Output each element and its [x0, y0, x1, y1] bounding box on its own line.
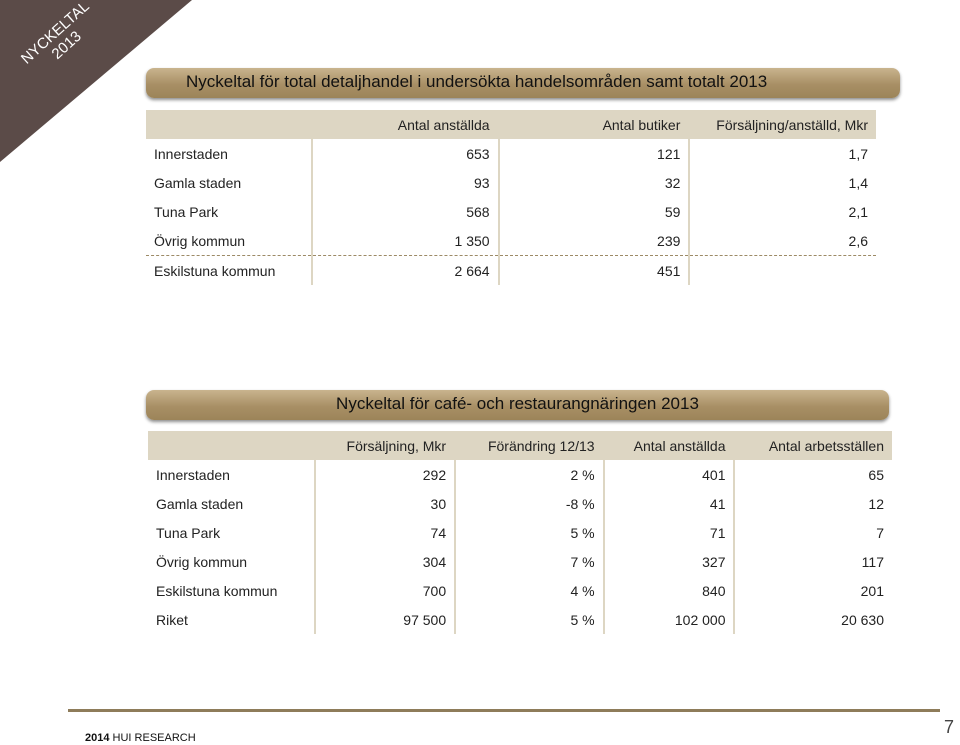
cell: 7 % — [454, 547, 604, 576]
cell: 568 — [311, 197, 499, 226]
cell: 74 — [313, 518, 456, 547]
table-header-row: Antal anställda Antal butiker Försäljnin… — [146, 110, 876, 139]
row-label: Tuna Park — [156, 524, 221, 541]
footer-divider — [68, 709, 940, 712]
footer-brand: 2014 HUI RESEARCH — [85, 732, 196, 744]
cell: 121 — [497, 139, 690, 168]
table2-title: Nyckeltal för café- och restaurangnäring… — [146, 390, 889, 420]
table-row: Riket 97 500 5 % 102 000 20 630 — [148, 605, 892, 634]
retail-table: Antal anställda Antal butiker Försäljnin… — [146, 110, 876, 285]
cell: 239 — [497, 226, 690, 256]
table-row: Gamla staden 93 32 1,4 — [146, 168, 876, 197]
table-row: Innerstaden 292 2 % 401 65 — [148, 460, 892, 489]
cell: 840 — [602, 576, 735, 605]
cell: 117 — [733, 547, 892, 576]
cell: 1 350 — [311, 226, 499, 256]
header-cell: Antal butiker — [497, 110, 690, 139]
table-row: Tuna Park 74 5 % 71 7 — [148, 518, 892, 547]
row-label: Eskilstuna kommun — [146, 255, 313, 285]
header-cell: Antal arbetsställen — [733, 431, 892, 460]
row-label: Övrig kommun — [156, 553, 248, 570]
cell: 2,1 — [688, 197, 876, 226]
cell: 2 664 — [311, 255, 499, 285]
cell: 327 — [602, 547, 735, 576]
cell: 41 — [602, 489, 735, 518]
cell: 71 — [602, 518, 735, 547]
cell — [688, 255, 876, 285]
cell: 102 000 — [602, 605, 735, 634]
table-header-row: Försäljning, Mkr Förändring 12/13 Antal … — [148, 431, 892, 460]
cell: 1,7 — [688, 139, 876, 168]
cell: 97 500 — [313, 605, 456, 634]
table-row: Övrig kommun 304 7 % 327 117 — [148, 547, 892, 576]
row-label: Gamla staden — [156, 495, 244, 512]
cell: 451 — [497, 255, 690, 285]
row-label: Eskilstuna kommun — [156, 582, 278, 599]
table-row: Tuna Park 568 59 2,1 — [146, 197, 876, 226]
header-cell — [148, 431, 315, 460]
row-label: Gamla staden — [154, 174, 242, 191]
cell: 401 — [602, 460, 735, 489]
cell: 5 % — [454, 518, 604, 547]
cell: 2,6 — [688, 226, 876, 256]
table-row: Innerstaden 653 121 1,7 — [146, 139, 876, 168]
row-label: Riket — [156, 611, 188, 628]
cell: 2 % — [454, 460, 604, 489]
cell: 20 630 — [733, 605, 892, 634]
cell: 59 — [497, 197, 690, 226]
cell: 292 — [313, 460, 456, 489]
cell: 65 — [733, 460, 892, 489]
cell: 30 — [313, 489, 456, 518]
footer-year: 2014 — [85, 732, 110, 744]
cell: -8 % — [454, 489, 604, 518]
restaurant-table: Försäljning, Mkr Förändring 12/13 Antal … — [148, 431, 892, 634]
cell: 304 — [313, 547, 456, 576]
table-row: Eskilstuna kommun 700 4 % 840 201 — [148, 576, 892, 605]
cell: 201 — [733, 576, 892, 605]
header-cell: Försäljning, Mkr — [313, 431, 456, 460]
header-cell: Antal anställda — [311, 110, 499, 139]
cell: 32 — [497, 168, 690, 197]
cell: 7 — [733, 518, 892, 547]
table-row: Gamla staden 30 -8 % 41 12 — [148, 489, 892, 518]
row-label: Innerstaden — [154, 145, 228, 162]
cell: 700 — [313, 576, 456, 605]
corner-triangle — [0, 0, 192, 162]
cell: 93 — [311, 168, 499, 197]
header-cell — [146, 110, 313, 139]
corner-ribbon: NYCKELTAL 2013 — [0, 0, 200, 170]
footer-org: HUI RESEARCH — [112, 732, 196, 744]
cell: 4 % — [454, 576, 604, 605]
row-label: Tuna Park — [154, 203, 219, 220]
header-cell: Förändring 12/13 — [454, 431, 604, 460]
table-row: Övrig kommun 1 350 239 2,6 — [146, 226, 876, 256]
cell: 653 — [311, 139, 499, 168]
row-label: Övrig kommun — [154, 232, 246, 249]
table-total-row: Eskilstuna kommun 2 664 451 — [146, 255, 876, 285]
header-cell: Försäljning/anställd, Mkr — [688, 110, 876, 139]
header-cell: Antal anställda — [602, 431, 735, 460]
table1-title: Nyckeltal för total detaljhandel i under… — [146, 68, 900, 98]
cell: 1,4 — [688, 168, 876, 197]
cell: 12 — [733, 489, 892, 518]
cell: 5 % — [454, 605, 604, 634]
page-number: 7 — [944, 717, 955, 737]
row-label: Innerstaden — [156, 466, 230, 483]
